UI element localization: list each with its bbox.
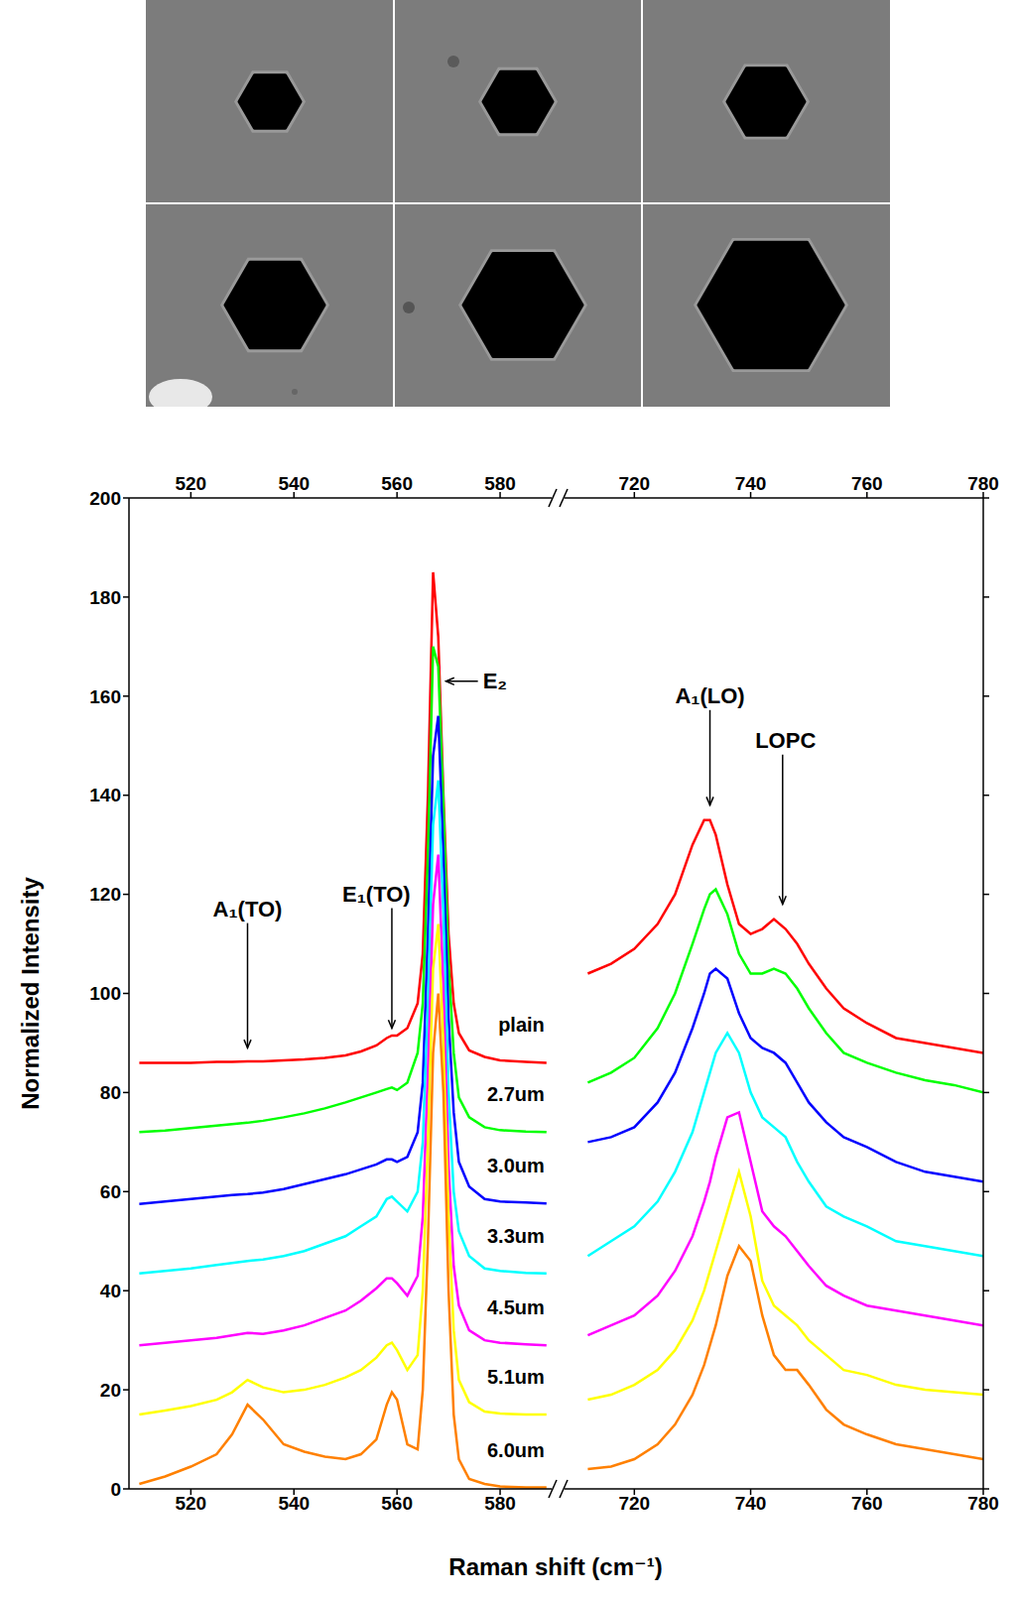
svg-text:200: 200 <box>89 488 122 509</box>
svg-text:520: 520 <box>174 1493 207 1515</box>
svg-text:560: 560 <box>381 473 413 495</box>
svg-text:140: 140 <box>89 784 122 806</box>
svg-text:4.5um: 4.5um <box>487 1296 545 1319</box>
svg-text:760: 760 <box>851 1493 884 1515</box>
svg-text:740: 740 <box>735 1493 767 1515</box>
svg-text:60: 60 <box>100 1181 122 1203</box>
svg-text:540: 540 <box>277 473 310 495</box>
svg-text:E₂: E₂ <box>483 668 508 694</box>
svg-text:580: 580 <box>484 473 516 495</box>
svg-text:A₁(LO): A₁(LO) <box>674 683 745 709</box>
svg-text:2.7um: 2.7um <box>487 1083 545 1106</box>
svg-text:A₁(TO): A₁(TO) <box>213 896 283 922</box>
svg-text:760: 760 <box>851 473 884 495</box>
svg-text:520: 520 <box>174 473 207 495</box>
svg-text:780: 780 <box>967 1493 1000 1515</box>
svg-text:Normalized Intensity: Normalized Intensity <box>16 876 44 1110</box>
svg-text:0: 0 <box>110 1479 122 1501</box>
svg-text:Raman shift (cm⁻¹): Raman shift (cm⁻¹) <box>448 1553 662 1581</box>
svg-text:LOPC: LOPC <box>755 728 816 754</box>
svg-text:100: 100 <box>89 983 122 1005</box>
svg-text:3.3um: 3.3um <box>487 1225 545 1248</box>
svg-text:560: 560 <box>381 1493 413 1515</box>
svg-text:720: 720 <box>618 473 650 495</box>
svg-text:120: 120 <box>89 884 122 905</box>
svg-text:80: 80 <box>100 1082 122 1104</box>
svg-text:plain: plain <box>498 1014 545 1036</box>
svg-text:720: 720 <box>618 1493 650 1515</box>
svg-text:740: 740 <box>735 473 767 495</box>
svg-text:6.0um: 6.0um <box>487 1439 545 1462</box>
svg-text:40: 40 <box>100 1280 122 1302</box>
svg-text:180: 180 <box>89 587 122 609</box>
svg-text:5.1um: 5.1um <box>487 1366 545 1389</box>
svg-text:E₁(TO): E₁(TO) <box>342 882 411 907</box>
svg-text:160: 160 <box>89 686 122 708</box>
svg-text:3.0um: 3.0um <box>487 1154 545 1177</box>
svg-text:20: 20 <box>100 1380 122 1401</box>
svg-text:540: 540 <box>277 1493 310 1515</box>
svg-text:780: 780 <box>967 473 1000 495</box>
svg-text:580: 580 <box>484 1493 516 1515</box>
